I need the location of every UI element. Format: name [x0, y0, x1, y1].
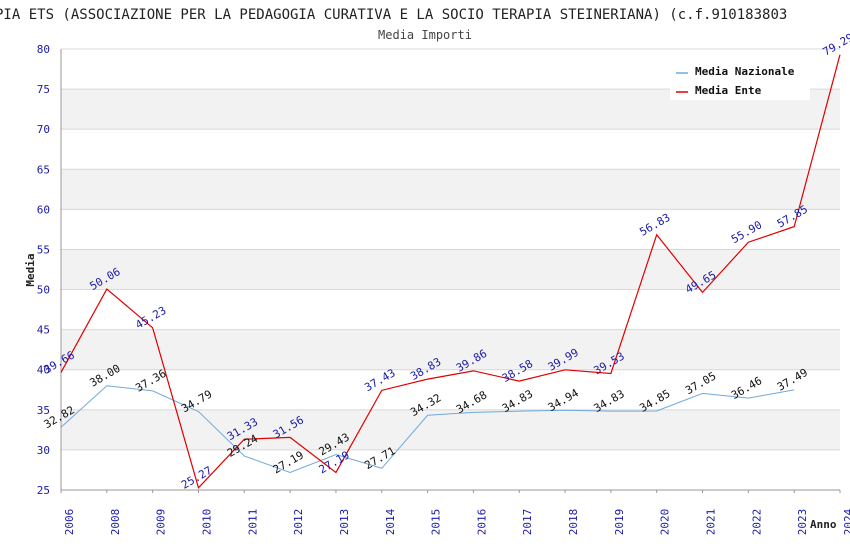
x-tick-label: 2023	[796, 509, 809, 536]
x-axis-label: Anno	[810, 518, 837, 531]
x-tick-label: 2012	[292, 509, 305, 536]
series-line-ente	[60, 54, 841, 490]
series-line-nazionale	[60, 385, 795, 473]
x-tick-label: 2011	[246, 509, 259, 536]
legend-box	[670, 60, 810, 100]
x-tick-label: 2006	[63, 509, 76, 536]
y-tick-label: 60	[37, 203, 50, 216]
y-tick-label: 50	[37, 284, 50, 297]
x-tick-label: 2016	[475, 509, 488, 536]
chart-title: PIA ETS (ASSOCIAZIONE PER LA PEDAGOGIA C…	[0, 7, 787, 23]
data-label: 25.27	[179, 464, 214, 492]
x-tick-label: 2008	[109, 509, 122, 536]
x-tick-label: 2013	[338, 509, 351, 536]
axes	[60, 49, 840, 491]
series-lines	[60, 54, 841, 490]
x-tick-label: 2020	[659, 509, 672, 536]
grid-band	[61, 169, 840, 210]
y-tick-label: 30	[37, 444, 50, 457]
y-tick-label: 40	[37, 364, 50, 377]
y-axis-label: Media	[24, 253, 37, 286]
x-tick-label: 2019	[613, 509, 626, 536]
x-tick-label: 2014	[384, 508, 397, 535]
x-tick-label: 2009	[155, 509, 168, 536]
y-tick-label: 65	[37, 163, 50, 176]
data-label: 45.23	[133, 304, 168, 332]
y-tick-label: 45	[37, 324, 50, 337]
x-tick-label: 2015	[430, 509, 443, 536]
grid-bands	[61, 89, 840, 450]
grid-band	[61, 409, 840, 450]
chart-subtitle: Media Importi	[378, 28, 472, 42]
grid-band	[61, 249, 840, 290]
x-tick-label: 2018	[567, 509, 580, 536]
y-tick-label: 70	[37, 123, 50, 136]
legend-entry: Media Nazionale	[695, 65, 795, 78]
x-tick-label: 2024	[842, 508, 850, 535]
y-tick-labels: 25 30 35 40 45 50 55 60 65 70 75 80	[37, 43, 50, 497]
data-label: 55.90	[729, 218, 764, 246]
data-label: 79.29	[821, 31, 850, 59]
y-tick-label: 55	[37, 243, 50, 256]
y-tick-label: 75	[37, 83, 50, 96]
data-label: 56.83	[637, 211, 672, 239]
data-label: 37.43	[362, 366, 397, 394]
y-tick-label: 80	[37, 43, 50, 56]
gridlines	[61, 48, 840, 491]
x-tick-labels: 2006 2008 2009 2010 2011 2012 2013 2014 2015 2016…	[60, 490, 850, 536]
data-label: 39.66	[42, 349, 77, 377]
x-tick-label: 2010	[200, 509, 213, 536]
grid-band	[61, 329, 840, 370]
x-tick-label: 2017	[521, 509, 534, 536]
x-tick-label: 2022	[750, 509, 763, 536]
data-label: 37.05	[683, 369, 718, 397]
y-tick-label: 35	[37, 404, 50, 417]
y-tick-label: 25	[37, 484, 50, 497]
legend: Media Nazionale Media Ente	[670, 60, 810, 100]
x-tick-label: 2021	[705, 509, 718, 536]
legend-entry: Media Ente	[695, 84, 762, 97]
